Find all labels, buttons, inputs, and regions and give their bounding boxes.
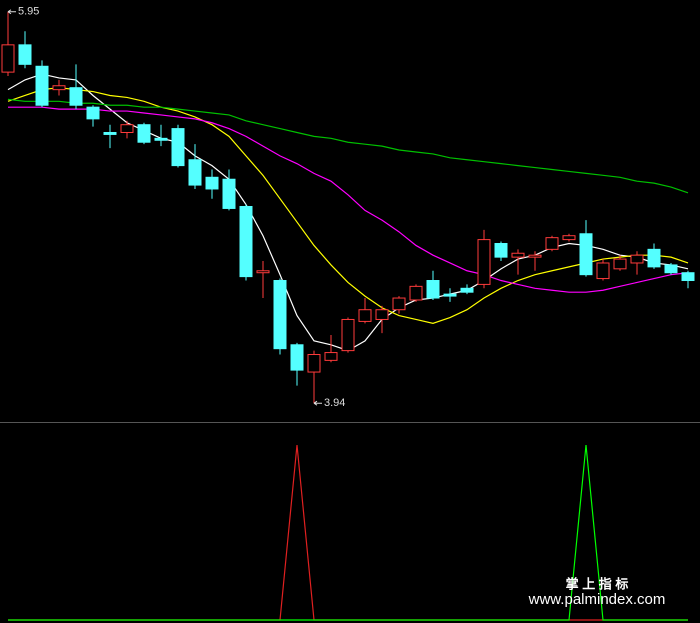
annotation-arrow [7,9,16,15]
candle-body [664,264,678,274]
candle-body [545,237,559,250]
candle-body [613,258,627,270]
watermark-title: 掌 上 指 标 [566,576,629,591]
candle-body [443,293,457,297]
line-series [8,444,688,621]
line-series [7,98,689,194]
line-series [8,106,689,293]
annotation-arrow [313,400,322,406]
candle-body [171,128,185,167]
candle-body [188,159,202,186]
candle-body [205,176,219,190]
candle-body [494,243,508,258]
candle-body [341,318,355,352]
candle-body [596,262,610,280]
line-series [7,87,689,324]
candle-body [1,44,15,73]
candle-body [35,65,49,106]
watermark-url: www.palmindex.com [528,591,666,608]
plot-layer: 5.95 3.94 [1,6,695,621]
annotation-label: 3.94 [324,397,345,409]
candle-body [681,272,695,282]
candle-body [477,239,491,285]
candle-body [120,124,134,133]
candle-body [18,44,32,65]
candle-body [511,252,525,258]
candle-body [647,248,661,268]
candle-body [239,206,253,278]
candle-body [630,254,644,264]
candle-body [103,131,117,135]
candle-body [86,106,100,120]
candle-body [392,297,406,311]
candle-body [528,254,542,258]
annotation-label: 5.95 [18,6,39,18]
candle-body [52,85,66,91]
candle-body [358,309,372,322]
candle-body [409,285,423,301]
candle-body [562,235,576,241]
candle-body [579,233,593,276]
candle-body [426,280,440,299]
candle-body [137,124,151,143]
candle-body [222,178,236,209]
candle-body [375,309,389,320]
candle-body [256,270,270,274]
candle-body [324,352,338,361]
candle-body [273,280,287,350]
candle-body [307,354,321,373]
candle-body [69,87,83,106]
candle-body [460,287,474,293]
candle-body [290,344,304,371]
candle-body [154,137,168,141]
